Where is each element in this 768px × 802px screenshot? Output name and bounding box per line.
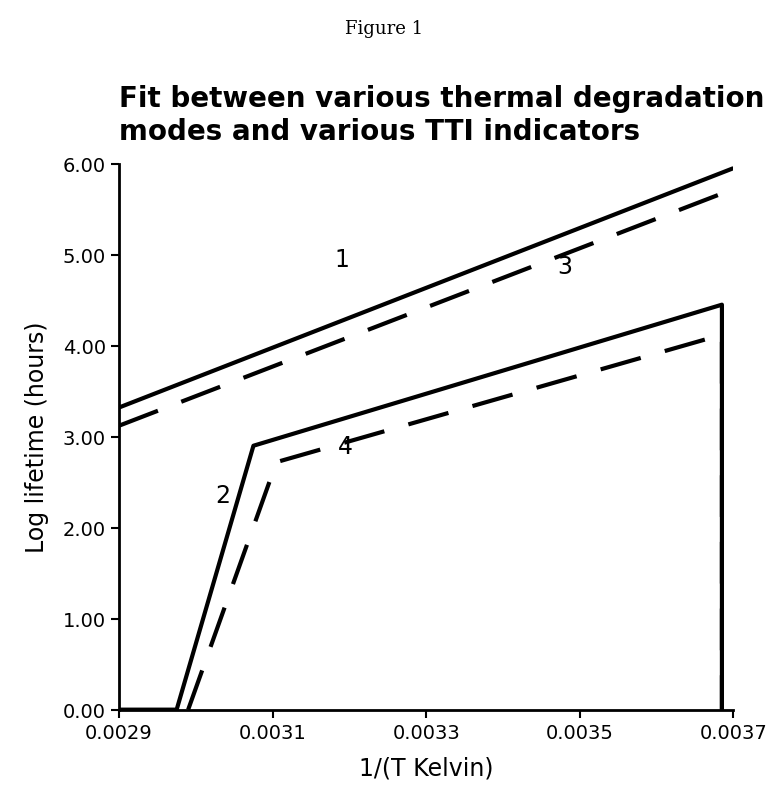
- Text: Fit between various thermal degradation
modes and various TTI indicators: Fit between various thermal degradation …: [119, 85, 764, 145]
- Y-axis label: Log lifetime (hours): Log lifetime (hours): [25, 322, 48, 553]
- Text: 3: 3: [557, 254, 572, 278]
- Text: Figure 1: Figure 1: [345, 20, 423, 38]
- Text: 4: 4: [338, 435, 353, 459]
- X-axis label: 1/(T Kelvin): 1/(T Kelvin): [359, 755, 494, 780]
- Text: 1: 1: [334, 247, 349, 271]
- Text: 2: 2: [215, 484, 230, 508]
